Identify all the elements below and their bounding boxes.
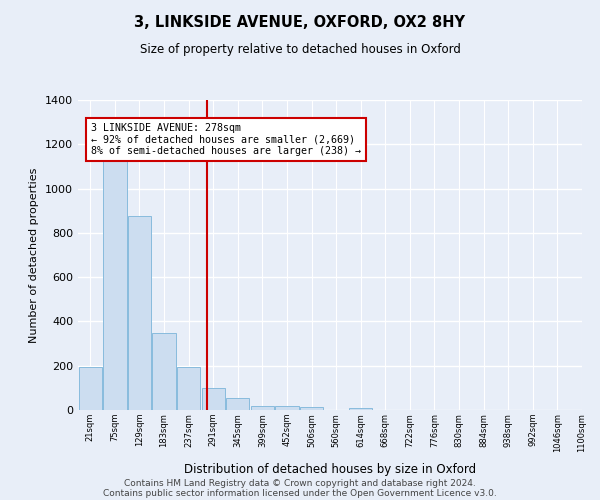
Bar — [300, 406, 323, 410]
Bar — [226, 398, 250, 410]
X-axis label: Distribution of detached houses by size in Oxford: Distribution of detached houses by size … — [184, 463, 476, 476]
Text: Contains public sector information licensed under the Open Government Licence v3: Contains public sector information licen… — [103, 488, 497, 498]
Bar — [275, 406, 299, 410]
Bar — [152, 332, 176, 410]
Bar — [103, 159, 127, 410]
Bar — [79, 366, 102, 410]
Bar — [202, 388, 225, 410]
Text: 3 LINKSIDE AVENUE: 278sqm
← 92% of detached houses are smaller (2,669)
8% of sem: 3 LINKSIDE AVENUE: 278sqm ← 92% of detac… — [91, 123, 361, 156]
Bar — [251, 406, 274, 410]
Bar — [177, 366, 200, 410]
Text: Size of property relative to detached houses in Oxford: Size of property relative to detached ho… — [140, 42, 460, 56]
Bar — [128, 216, 151, 410]
Y-axis label: Number of detached properties: Number of detached properties — [29, 168, 40, 342]
Text: 3, LINKSIDE AVENUE, OXFORD, OX2 8HY: 3, LINKSIDE AVENUE, OXFORD, OX2 8HY — [134, 15, 466, 30]
Text: Contains HM Land Registry data © Crown copyright and database right 2024.: Contains HM Land Registry data © Crown c… — [124, 478, 476, 488]
Bar — [349, 408, 373, 410]
